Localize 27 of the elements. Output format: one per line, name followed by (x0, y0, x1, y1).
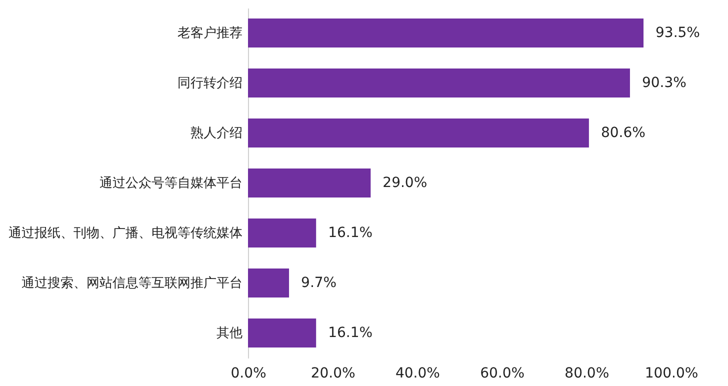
y-tick-label: 其他 (216, 326, 242, 341)
bar (248, 118, 589, 148)
x-tick-label: 0.0% (230, 366, 266, 382)
x-tick-label: 20.0% (310, 366, 356, 382)
bar (248, 18, 644, 48)
y-tick-label: 熟人介绍 (190, 126, 242, 141)
data-label: 9.7% (301, 275, 337, 291)
bar (248, 168, 371, 198)
y-tick-label: 通过搜索、网站信息等互联网推广平台 (22, 276, 242, 291)
bar (248, 218, 316, 248)
data-label: 93.5% (656, 25, 700, 41)
data-label: 80.6% (600, 125, 646, 141)
x-tick-label: 100.0% (644, 366, 698, 382)
bar (248, 318, 316, 348)
data-label: 29.0% (382, 175, 428, 191)
y-tick-label: 老客户推荐 (178, 25, 242, 41)
y-tick-label: 通过公众号等自媒体平台 (100, 176, 242, 191)
x-tick-label: 80.0% (564, 366, 610, 382)
data-label: 16.1% (328, 225, 373, 241)
data-label: 16.1% (328, 325, 373, 341)
x-tick-label: 60.0% (480, 366, 525, 382)
y-tick-label: 通过报纸、刊物、广播、电视等传统媒体 (8, 226, 242, 241)
x-tick-label: 40.0% (395, 366, 440, 382)
y-tick-label: 同行转介绍 (178, 76, 242, 91)
bar (248, 268, 290, 298)
data-label: 90.3% (642, 75, 686, 91)
bar (248, 68, 630, 98)
